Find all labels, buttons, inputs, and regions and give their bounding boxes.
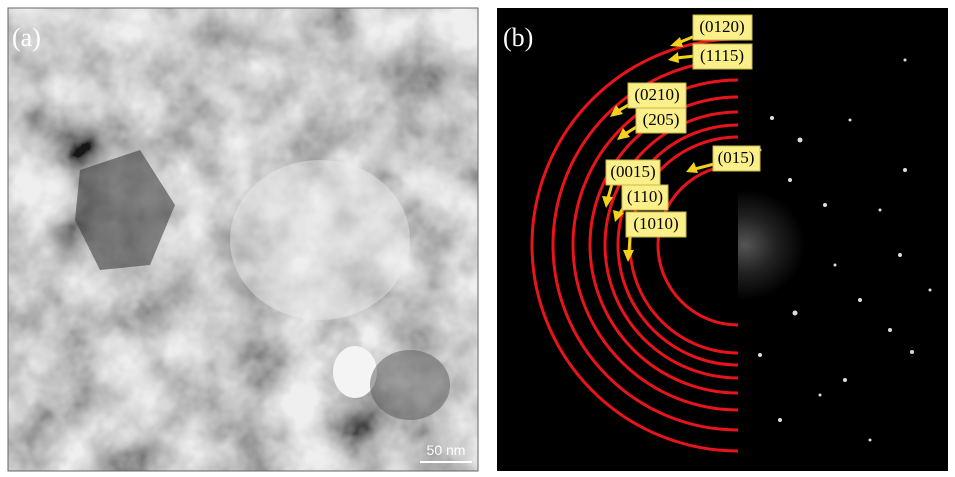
ring-label: (0120)	[699, 17, 744, 36]
ring-label: (1010)	[633, 214, 678, 233]
scale-bar-label: 50 nm	[427, 442, 466, 458]
ring-label: (205)	[643, 110, 680, 129]
ring-label: (1115)	[700, 46, 744, 65]
panel-label: (a)	[12, 23, 41, 52]
figure: (a) 50 nm (b)	[0, 0, 955, 477]
panel-label: (b)	[503, 23, 533, 52]
ring-label: (0210)	[634, 85, 679, 104]
diffraction-pattern	[497, 8, 948, 471]
ring-label: (0015)	[610, 162, 655, 181]
micrograph	[8, 8, 478, 471]
ring-label: (015)	[718, 148, 755, 167]
ring-label: (110)	[627, 187, 663, 206]
